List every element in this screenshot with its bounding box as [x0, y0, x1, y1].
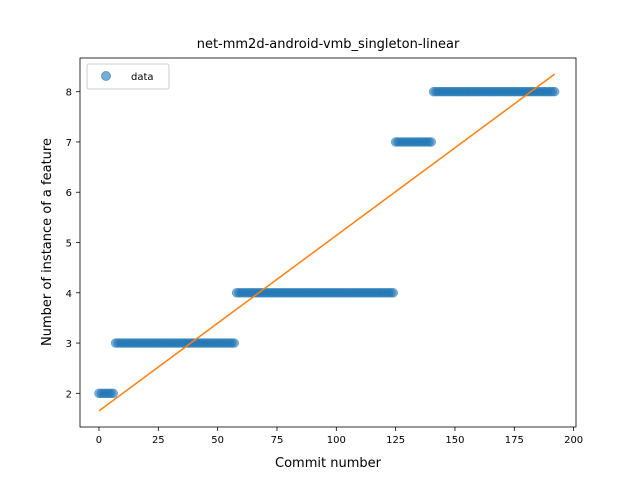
x-tick-label: 100	[327, 435, 346, 446]
data-point	[108, 388, 118, 399]
y-axis: 2 3 4 5 6 7 8	[66, 88, 80, 400]
y-tick-label: 4	[66, 289, 72, 300]
x-axis: 0 25 50 75 100 125 150 175 200	[96, 427, 583, 446]
trend-line	[98, 73, 556, 412]
data-point	[388, 288, 399, 298]
legend: data	[86, 63, 170, 90]
y-tick-label: 8	[66, 88, 72, 99]
y-axis-title: Number of instance of a feature	[40, 138, 55, 346]
x-tick-label: 125	[386, 435, 405, 446]
x-tick-label: 75	[271, 435, 284, 446]
y-tick-label: 7	[66, 138, 72, 149]
legend-label: data	[131, 72, 154, 83]
data-point	[426, 137, 436, 147]
y-tick-label: 3	[66, 339, 72, 350]
x-tick-label: 50	[211, 435, 224, 446]
data-point	[549, 86, 560, 97]
y-tick-label: 5	[66, 239, 72, 250]
legend-marker	[101, 71, 111, 81]
y-tick-label: 6	[66, 188, 72, 199]
x-tick-label: 150	[445, 435, 464, 446]
legend-box	[86, 63, 170, 90]
x-axis-title: Commit number	[275, 456, 382, 471]
y-tick-label: 2	[66, 389, 72, 400]
x-tick-label: 175	[505, 435, 524, 446]
x-tick-label: 200	[564, 435, 583, 446]
chart-title: net-mm2d-android-vmb_singleton-linear	[197, 37, 460, 52]
x-tick-label: 25	[152, 435, 165, 446]
plot-area	[79, 57, 577, 428]
data-point	[229, 338, 240, 348]
x-tick-label: 0	[96, 435, 102, 446]
